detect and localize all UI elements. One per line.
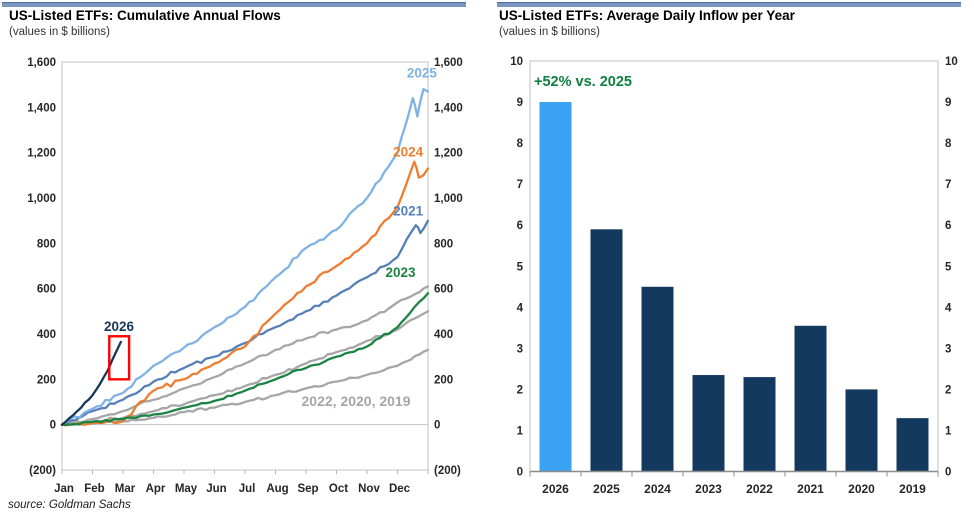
x-axis-month-label: Apr <box>146 483 166 495</box>
y-axis-tick-label-right: 1,400 <box>434 102 463 114</box>
y-axis-tick-label-right: 1 <box>945 425 952 437</box>
series-label-2023: 2023 <box>386 265 417 280</box>
y-axis-tick-label-right: 3 <box>945 343 951 355</box>
x-axis-category-label: 2025 <box>593 482 620 496</box>
y-axis-tick-label-left: 4 <box>517 302 524 314</box>
bar-2022 <box>743 377 776 472</box>
y-axis-tick-label-right: 1,600 <box>434 57 463 69</box>
x-axis-category-label: 2019 <box>899 482 926 496</box>
series-label-2025: 2025 <box>407 65 438 80</box>
bar-2020 <box>845 389 878 472</box>
y-axis-tick-label-left: 800 <box>37 238 56 250</box>
y-axis-tick-label-right: (200) <box>434 465 461 477</box>
source-note: source: Goldman Sachs <box>8 499 131 511</box>
bar-2024 <box>641 286 674 472</box>
daily-inflow-chart-panel: US-Listed ETFs: Average Daily Inflow per… <box>487 0 974 521</box>
flows-chart-subtitle: (values in $ billions) <box>9 26 110 38</box>
series-label-2021: 2021 <box>393 204 424 219</box>
bar-2021 <box>794 325 827 472</box>
y-axis-tick-label-right: 4 <box>945 302 952 314</box>
x-axis-month-label: Jan <box>54 483 74 495</box>
series-line-2022 <box>60 285 430 426</box>
x-axis-category-label: 2021 <box>797 482 824 496</box>
y-axis-tick-label-left: 400 <box>37 329 56 341</box>
daily-inflow-chart-subtitle: (values in $ billions) <box>499 26 600 38</box>
x-axis-month-label: Oct <box>329 483 348 495</box>
y-axis-tick-label-right: 600 <box>434 284 453 296</box>
accent-bar <box>497 2 961 7</box>
daily-inflow-chart-title: US-Listed ETFs: Average Daily Inflow per… <box>499 8 795 23</box>
x-axis-category-label: 2026 <box>542 482 569 496</box>
x-axis-category-label: 2024 <box>644 482 671 496</box>
daily-inflow-bar-chart: 0 0 1 1 2 2 3 3 4 4 5 5 6 6 7 7 8 8 9 9 10 10 2026 2025 2024 2023… <box>510 56 958 496</box>
x-axis-month-label: Jun <box>206 483 226 495</box>
y-axis-tick-label-right: 9 <box>945 97 951 109</box>
y-axis-tick-label-left: 1,600 <box>27 57 56 69</box>
y-axis-tick-label-right: 800 <box>434 238 453 250</box>
y-axis-tick-label-left: 7 <box>517 179 523 191</box>
y-axis-tick-label-left: (200) <box>29 465 56 477</box>
bar-2026 <box>539 102 572 472</box>
bar-2023 <box>692 375 725 472</box>
y-axis-tick-label-left: 2 <box>517 384 523 396</box>
x-axis-month-label: Dec <box>389 483 411 495</box>
y-axis-tick-label-right: 2 <box>945 384 951 396</box>
y-axis-tick-label-left: 8 <box>517 138 524 150</box>
x-axis-category-label: 2023 <box>695 482 722 496</box>
series-line-2024 <box>60 160 430 427</box>
y-axis-tick-label-left: 1,000 <box>27 193 56 205</box>
y-axis-tick-label-right: 6 <box>945 220 951 232</box>
y-axis-tick-label-left: 1 <box>517 425 524 437</box>
flows-chart-title: US-Listed ETFs: Cumulative Annual Flows <box>9 8 281 23</box>
y-axis-tick-label-left: 200 <box>37 374 56 386</box>
x-axis-month-label: Aug <box>266 483 288 495</box>
x-axis-month-label: Nov <box>358 483 380 495</box>
y-axis-tick-label-left: 600 <box>37 284 56 296</box>
y-axis-tick-label-left: 9 <box>517 97 523 109</box>
plot-border <box>529 60 939 472</box>
x-axis-month-label: May <box>175 483 198 495</box>
y-axis-tick-label-right: 5 <box>945 261 952 273</box>
y-axis-tick-label-left: 10 <box>510 56 523 68</box>
bar-2025 <box>590 229 623 472</box>
flows-line-chart: 1,600 1,600 1,400 1,400 1,200 1,200 1,000 1,000… <box>27 57 463 495</box>
y-axis-tick-label-right: 200 <box>434 374 453 386</box>
x-axis-month-label: Mar <box>115 483 136 495</box>
y-axis-tick-label-left: 6 <box>517 220 523 232</box>
pct-vs-2025-annotation: +52% vs. 2025 <box>534 74 632 90</box>
y-axis-tick-label-right: 8 <box>945 138 952 150</box>
x-axis-month-label: Sep <box>297 483 318 495</box>
series-label-2026: 2026 <box>104 319 135 334</box>
series-line-2023 <box>60 292 430 426</box>
y-axis-tick-label-right: 1,200 <box>434 148 463 160</box>
y-axis-tick-label-left: 0 <box>517 467 523 479</box>
flows-chart-panel: US-Listed ETFs: Cumulative Annual Flows … <box>2 2 466 495</box>
y-axis-tick-label-right: 7 <box>945 179 951 191</box>
highlight-box-2026 <box>108 335 131 381</box>
y-axis-tick-label-left: 1,400 <box>27 102 56 114</box>
x-axis-category-label: 2020 <box>848 482 875 496</box>
y-axis-tick-label-right: 0 <box>434 420 440 432</box>
y-axis-tick-label-left: 5 <box>517 261 524 273</box>
y-axis-tick-label-left: 0 <box>50 420 56 432</box>
series-line-2025 <box>60 88 430 426</box>
y-axis-tick-label-right: 10 <box>945 56 958 68</box>
bar-2019 <box>896 418 929 472</box>
gray-years-label: 2022, 2020, 2019 <box>302 393 411 409</box>
accent-bar <box>2 2 466 7</box>
y-axis-tick-label-right: 0 <box>945 467 951 479</box>
series-label-2024: 2024 <box>393 145 424 160</box>
x-axis-month-label: Feb <box>84 483 104 495</box>
x-axis-category-label: 2022 <box>746 482 773 496</box>
x-axis-month-label: Jul <box>239 483 256 495</box>
y-axis-tick-label-right: 400 <box>434 329 453 341</box>
y-axis-tick-label-right: 1,000 <box>434 193 463 205</box>
y-axis-tick-label-left: 1,200 <box>27 148 56 160</box>
y-axis-tick-label-left: 3 <box>517 343 523 355</box>
